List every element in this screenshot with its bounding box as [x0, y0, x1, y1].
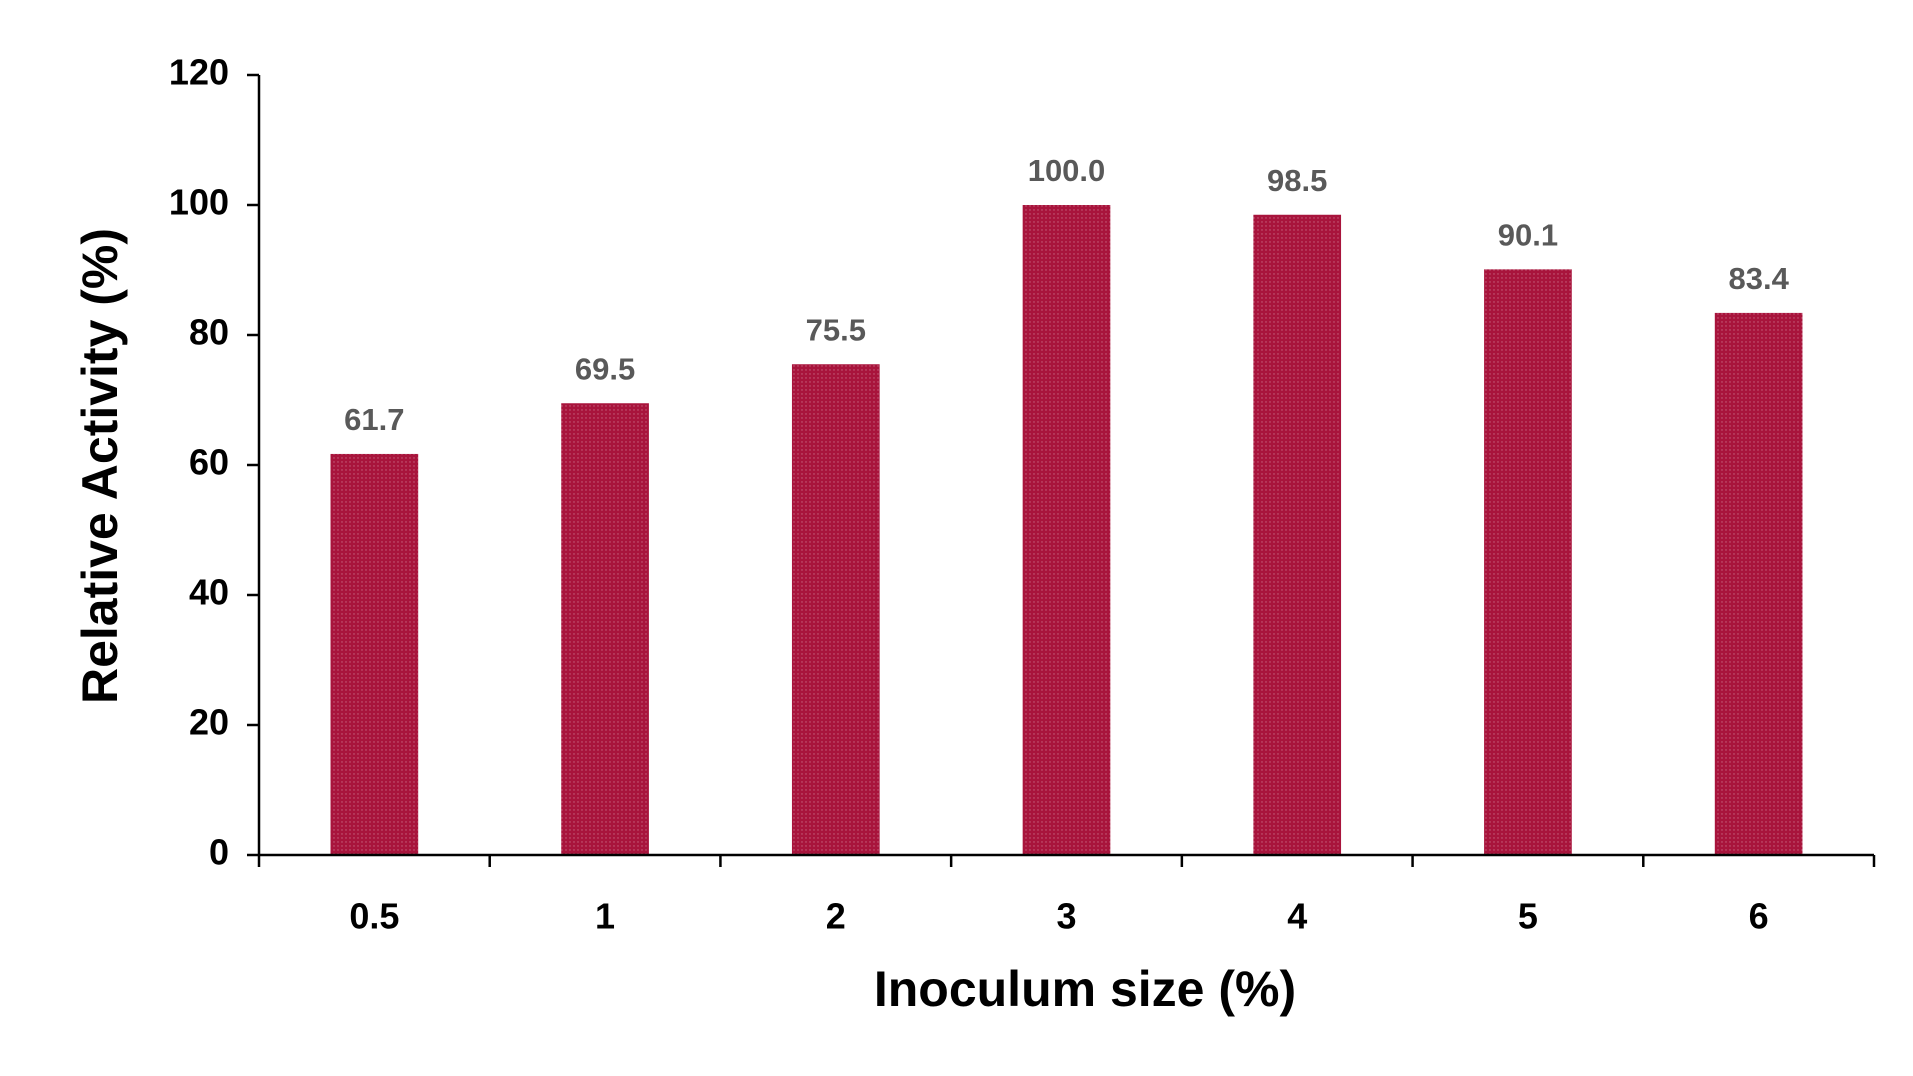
y-tick-label: 80 [189, 312, 229, 353]
x-tick-label: 4 [1287, 896, 1307, 937]
x-tick-label: 0.5 [349, 896, 399, 937]
y-tick-label: 40 [189, 572, 229, 613]
y-tick-label: 60 [189, 442, 229, 483]
bar-texture [1253, 214, 1342, 855]
y-axis-title: Relative Activity (%) [72, 228, 128, 704]
bar-texture [1022, 205, 1111, 855]
x-tick-label: 6 [1749, 896, 1769, 937]
x-tick-label: 1 [595, 896, 615, 937]
y-tick-label: 120 [169, 52, 229, 93]
x-axis-title: Inoculum size (%) [874, 961, 1296, 1017]
bar-texture [561, 403, 649, 855]
x-tick-label: 2 [826, 896, 846, 937]
y-tick-label: 0 [209, 832, 229, 873]
value-label: 98.5 [1267, 163, 1327, 198]
x-tick-label: 3 [1056, 896, 1076, 937]
value-label: 100.0 [1028, 153, 1106, 188]
y-tick-label: 100 [169, 182, 229, 223]
value-label: 83.4 [1728, 261, 1789, 296]
value-label: 69.5 [575, 351, 635, 386]
y-tick-label: 20 [189, 702, 229, 743]
bar-texture [1714, 312, 1803, 855]
x-tick-label: 5 [1518, 896, 1538, 937]
bar-texture [1484, 269, 1572, 856]
bar-texture [791, 364, 880, 855]
bar-texture [330, 453, 419, 855]
value-label: 61.7 [344, 402, 404, 437]
value-label: 75.5 [806, 312, 866, 347]
value-label: 90.1 [1498, 218, 1558, 253]
